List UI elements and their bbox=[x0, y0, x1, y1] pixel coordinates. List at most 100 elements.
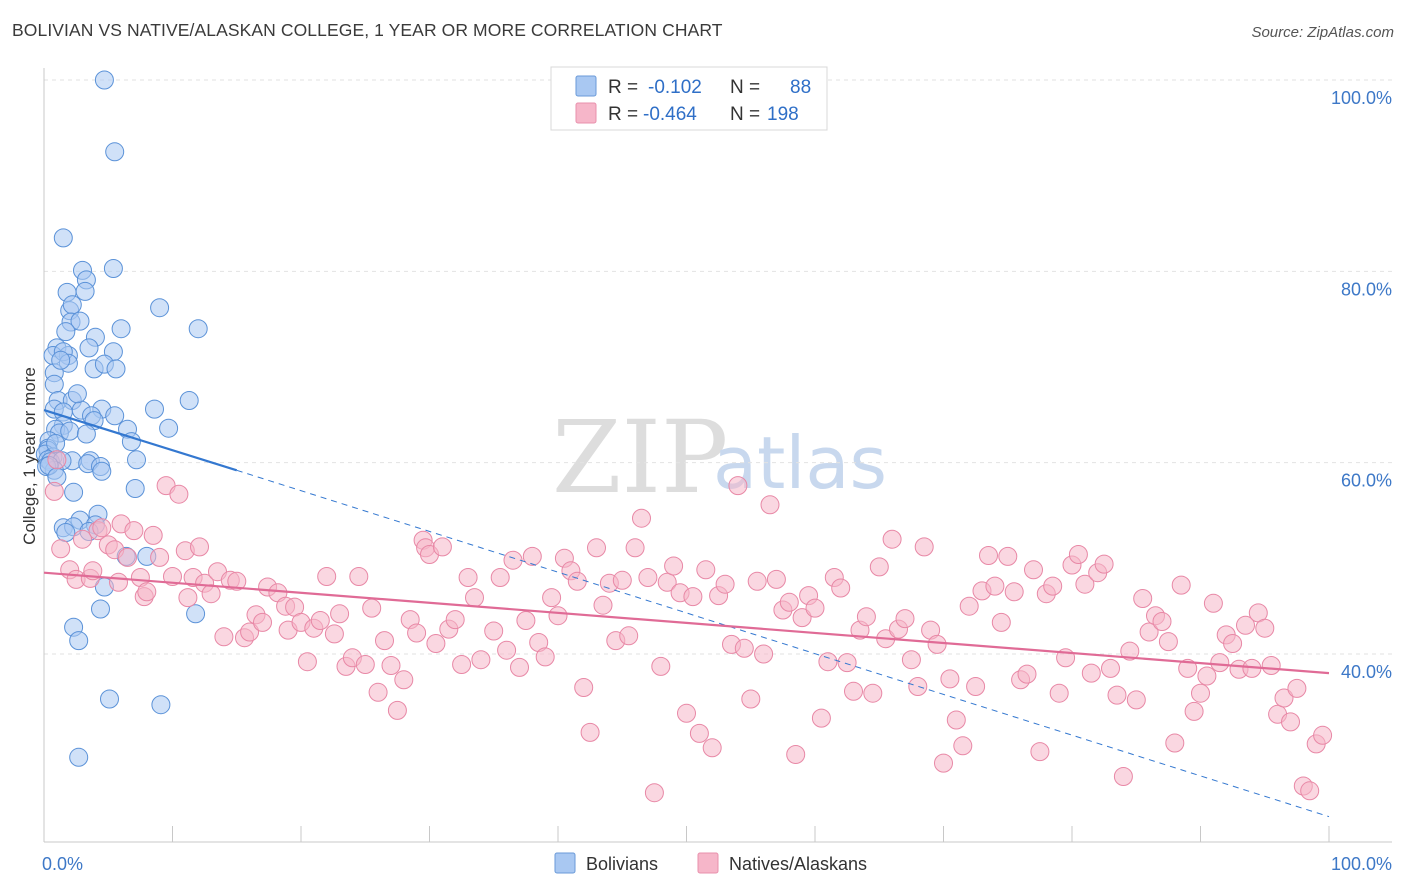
data-point bbox=[1101, 658, 1120, 678]
data-point bbox=[105, 406, 125, 426]
data-point bbox=[1203, 593, 1223, 613]
data-point bbox=[60, 421, 80, 441]
data-point bbox=[863, 683, 883, 703]
data-point bbox=[214, 627, 234, 647]
legend-r-value-bolivians: -0.102 bbox=[648, 77, 702, 98]
data-point bbox=[92, 518, 112, 538]
data-point bbox=[394, 670, 414, 690]
data-point bbox=[253, 612, 272, 632]
data-point bbox=[179, 391, 199, 410]
data-point bbox=[106, 359, 126, 379]
data-point bbox=[201, 584, 221, 604]
data-point bbox=[368, 682, 388, 702]
data-point bbox=[458, 568, 478, 587]
trend-line-bolivians bbox=[43, 409, 238, 472]
data-point bbox=[535, 647, 555, 667]
data-point bbox=[362, 598, 382, 618]
data-point bbox=[1133, 589, 1153, 608]
series-bolivians-points bbox=[35, 70, 208, 767]
data-point bbox=[227, 571, 247, 591]
data-point bbox=[760, 495, 780, 515]
data-point bbox=[632, 508, 651, 528]
data-point bbox=[145, 399, 164, 419]
data-point bbox=[1043, 576, 1063, 596]
data-point bbox=[754, 644, 774, 664]
data-point bbox=[91, 599, 110, 619]
data-point bbox=[683, 587, 703, 607]
data-point bbox=[1081, 663, 1101, 683]
data-point bbox=[471, 650, 491, 670]
data-point bbox=[1139, 622, 1159, 642]
data-point bbox=[747, 571, 767, 591]
data-point bbox=[1313, 725, 1333, 745]
data-point bbox=[837, 653, 857, 673]
data-point bbox=[741, 689, 761, 709]
data-point bbox=[966, 677, 986, 696]
data-point bbox=[869, 557, 889, 577]
data-point bbox=[150, 547, 170, 567]
data-point bbox=[638, 568, 658, 587]
data-point bbox=[432, 537, 452, 557]
data-point bbox=[979, 546, 998, 565]
legend-swatch-natives bbox=[575, 102, 597, 124]
data-point bbox=[330, 604, 350, 624]
series-natives-points bbox=[44, 450, 1333, 803]
data-point bbox=[1049, 683, 1069, 703]
data-point bbox=[1184, 701, 1204, 721]
data-point bbox=[484, 621, 504, 641]
data-point bbox=[625, 538, 645, 558]
data-point bbox=[818, 652, 838, 672]
data-point bbox=[111, 319, 131, 339]
y-tick-label: 100.0% bbox=[1331, 88, 1392, 108]
chart-title: BOLIVIAN VS NATIVE/ALASKAN COLLEGE, 1 YE… bbox=[12, 20, 723, 40]
data-point bbox=[1158, 632, 1178, 652]
data-point bbox=[381, 656, 401, 675]
data-point bbox=[105, 142, 125, 162]
data-point bbox=[169, 484, 189, 504]
data-point bbox=[297, 652, 317, 672]
data-point bbox=[998, 546, 1018, 566]
data-point bbox=[946, 710, 966, 730]
data-point bbox=[47, 450, 67, 470]
data-point bbox=[522, 546, 542, 566]
data-point bbox=[324, 624, 344, 644]
legend-r-value-natives: -0.464 bbox=[643, 104, 697, 125]
data-point bbox=[76, 424, 96, 444]
data-point bbox=[100, 689, 119, 709]
data-point bbox=[503, 550, 523, 570]
data-point bbox=[69, 631, 89, 651]
data-point bbox=[143, 525, 163, 545]
data-point bbox=[1030, 742, 1050, 762]
data-point bbox=[619, 626, 639, 646]
bottom-legend-label-natives: Natives/Alaskans bbox=[729, 854, 867, 874]
data-point bbox=[188, 319, 208, 339]
data-point bbox=[895, 609, 915, 629]
data-point bbox=[70, 311, 90, 331]
data-point bbox=[856, 607, 876, 627]
data-point bbox=[127, 450, 146, 470]
data-point bbox=[79, 338, 99, 358]
data-point bbox=[1004, 582, 1024, 602]
data-point bbox=[1274, 688, 1294, 708]
data-point bbox=[953, 736, 973, 756]
data-point bbox=[766, 569, 786, 589]
data-point bbox=[62, 295, 82, 315]
stats-legend-box bbox=[550, 66, 828, 131]
data-point bbox=[51, 539, 71, 559]
data-point bbox=[548, 606, 568, 626]
bottom-legend-swatch-natives bbox=[697, 852, 719, 874]
data-point bbox=[831, 578, 851, 598]
data-point bbox=[46, 434, 66, 453]
data-point bbox=[317, 567, 337, 586]
data-point bbox=[92, 461, 112, 481]
data-point bbox=[1017, 664, 1037, 684]
y-axis-label: College, 1 year or more bbox=[20, 367, 39, 545]
data-point bbox=[490, 568, 510, 587]
y-tick-label: 80.0% bbox=[1341, 279, 1392, 299]
legend-r-label-natives: R = bbox=[608, 104, 638, 125]
data-point bbox=[67, 384, 87, 404]
data-point bbox=[1075, 574, 1095, 594]
data-point bbox=[426, 634, 446, 653]
data-point bbox=[387, 700, 407, 720]
